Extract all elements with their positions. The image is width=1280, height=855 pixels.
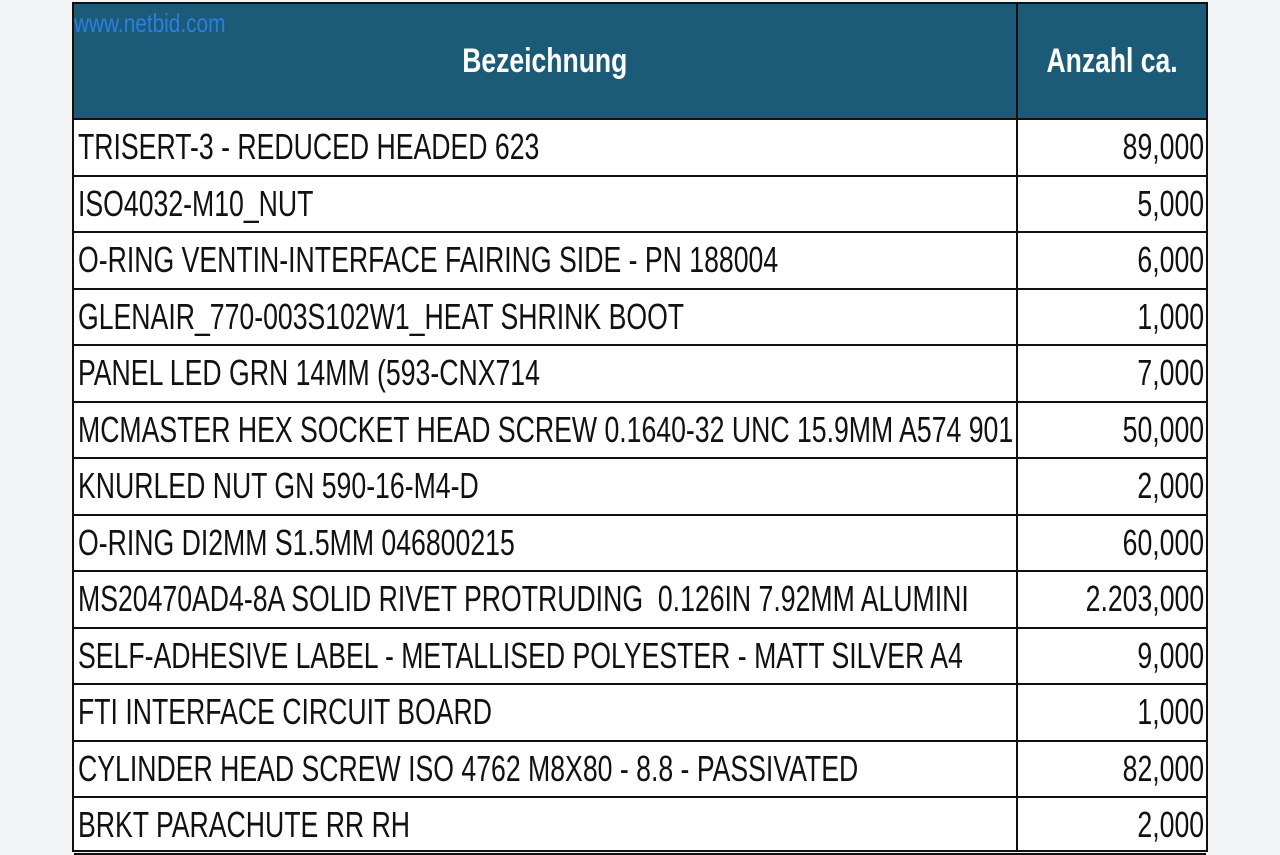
table-cell: 6,000 <box>1018 233 1204 288</box>
column-header-text: Bezeichnung <box>462 41 628 80</box>
item-name: TRISERT-3 - REDUCED HEADED 623 <box>78 126 540 168</box>
watermark-text: www.netbid.com <box>74 8 226 38</box>
table-row: PANEL LED GRN 14MM (593-CNX714 7,000 <box>74 346 1206 403</box>
table-row: CYLINDER HEAD SCREW ISO 4762 M8X80 - 8.8… <box>74 742 1206 798</box>
table-cell: 1,000 <box>1018 290 1204 345</box>
quantity: 1,000 <box>1137 295 1204 337</box>
table-cell: 50,000 <box>1018 403 1204 458</box>
table-cell: 9,000 <box>1018 629 1204 684</box>
item-name: SELF-ADHESIVE LABEL - METALLISED POLYEST… <box>78 634 963 676</box>
table-row: MCMASTER HEX SOCKET HEAD SCREW 0.1640-32… <box>74 403 1206 459</box>
table-cell: PANEL LED GRN 14MM (593-CNX714 <box>78 346 1016 401</box>
watermark: www.netbid.com <box>74 8 263 39</box>
table-cell: KNURLED NUT GN 590-16-M4-D <box>78 459 1016 514</box>
table-cell: CYLINDER HEAD SCREW ISO 4762 M8X80 - 8.8… <box>78 742 1016 797</box>
table-row: KNURLED NUT GN 590-16-M4-D 2,000 <box>74 459 1206 516</box>
item-name: FTI INTERFACE CIRCUIT BOARD <box>78 691 492 733</box>
table-row: O-RING DI2MM S1.5MM 046800215 60,000 <box>74 516 1206 572</box>
item-name: O-RING VENTIN-INTERFACE FAIRING SIDE - P… <box>78 239 779 281</box>
table-cell: 5,000 <box>1018 177 1204 232</box>
quantity: 2,000 <box>1137 465 1204 507</box>
quantity: 50,000 <box>1122 408 1204 450</box>
column-divider <box>1016 4 1018 850</box>
table-row: O-RING VENTIN-INTERFACE FAIRING SIDE - P… <box>74 233 1206 290</box>
column-header: Anzahl ca. <box>1018 4 1206 118</box>
table-row: ISO4032-M10_NUT 5,000 <box>74 177 1206 233</box>
quantity: 2,000 <box>1137 804 1204 846</box>
table-cell: ISO4032-M10_NUT <box>78 177 1016 232</box>
table-cell: 2,000 <box>1018 798 1204 853</box>
table-cell: 60,000 <box>1018 516 1204 571</box>
table-cell: MS20470AD4-8A SOLID RIVET PROTRUDING 0.1… <box>78 572 1016 627</box>
item-name: ISO4032-M10_NUT <box>78 182 314 224</box>
table-cell: 1,000 <box>1018 685 1204 740</box>
table-row: SELF-ADHESIVE LABEL - METALLISED POLYEST… <box>74 629 1206 685</box>
table-cell: 82,000 <box>1018 742 1204 797</box>
table-cell: BRKT PARACHUTE RR RH <box>78 798 1016 853</box>
table-cell: 2,000 <box>1018 459 1204 514</box>
quantity: 60,000 <box>1122 521 1204 563</box>
quantity: 2.203,000 <box>1085 578 1204 620</box>
table-cell: 89,000 <box>1018 120 1204 175</box>
table-cell: FTI INTERFACE CIRCUIT BOARD <box>78 685 1016 740</box>
table-row: MS20470AD4-8A SOLID RIVET PROTRUDING 0.1… <box>74 572 1206 629</box>
item-name: PANEL LED GRN 14MM (593-CNX714 <box>78 352 540 394</box>
quantity: 5,000 <box>1137 182 1204 224</box>
item-name: BRKT PARACHUTE RR RH <box>78 804 411 846</box>
table-cell: O-RING VENTIN-INTERFACE FAIRING SIDE - P… <box>78 233 1016 288</box>
item-name: GLENAIR_770-003S102W1_HEAT SHRINK BOOT <box>78 295 685 337</box>
quantity: 89,000 <box>1122 126 1204 168</box>
column-header-text: Anzahl ca. <box>1046 41 1178 80</box>
table-row: TRISERT-3 - REDUCED HEADED 623 89,000 <box>74 120 1206 177</box>
item-name: MS20470AD4-8A SOLID RIVET PROTRUDING 0.1… <box>78 578 969 620</box>
table-header: Bezeichnung Anzahl ca. www.netbid.com <box>74 4 1206 120</box>
item-name: KNURLED NUT GN 590-16-M4-D <box>78 465 479 507</box>
table-cell: 2.203,000 <box>1018 572 1204 627</box>
quantity: 1,000 <box>1137 691 1204 733</box>
quantity: 82,000 <box>1122 747 1204 789</box>
table-cell: 7,000 <box>1018 346 1204 401</box>
table-row: FTI INTERFACE CIRCUIT BOARD 1,000 <box>74 685 1206 742</box>
item-name: MCMASTER HEX SOCKET HEAD SCREW 0.1640-32… <box>78 408 1014 450</box>
table-cell: O-RING DI2MM S1.5MM 046800215 <box>78 516 1016 571</box>
table: Bezeichnung Anzahl ca. www.netbid.com TR… <box>72 2 1208 855</box>
table-cell: GLENAIR_770-003S102W1_HEAT SHRINK BOOT <box>78 290 1016 345</box>
quantity: 9,000 <box>1137 634 1204 676</box>
table-cell: MCMASTER HEX SOCKET HEAD SCREW 0.1640-32… <box>78 403 1016 458</box>
quantity: 7,000 <box>1137 352 1204 394</box>
table-cell: TRISERT-3 - REDUCED HEADED 623 <box>78 120 1016 175</box>
item-name: CYLINDER HEAD SCREW ISO 4762 M8X80 - 8.8… <box>78 747 859 789</box>
table-row: BRKT PARACHUTE RR RH 2,000 <box>74 798 1206 855</box>
table-row: GLENAIR_770-003S102W1_HEAT SHRINK BOOT 1,… <box>74 290 1206 346</box>
column-header: Bezeichnung <box>74 4 1016 118</box>
table-cell: SELF-ADHESIVE LABEL - METALLISED POLYEST… <box>78 629 1016 684</box>
item-name: O-RING DI2MM S1.5MM 046800215 <box>78 521 515 563</box>
quantity: 6,000 <box>1137 239 1204 281</box>
